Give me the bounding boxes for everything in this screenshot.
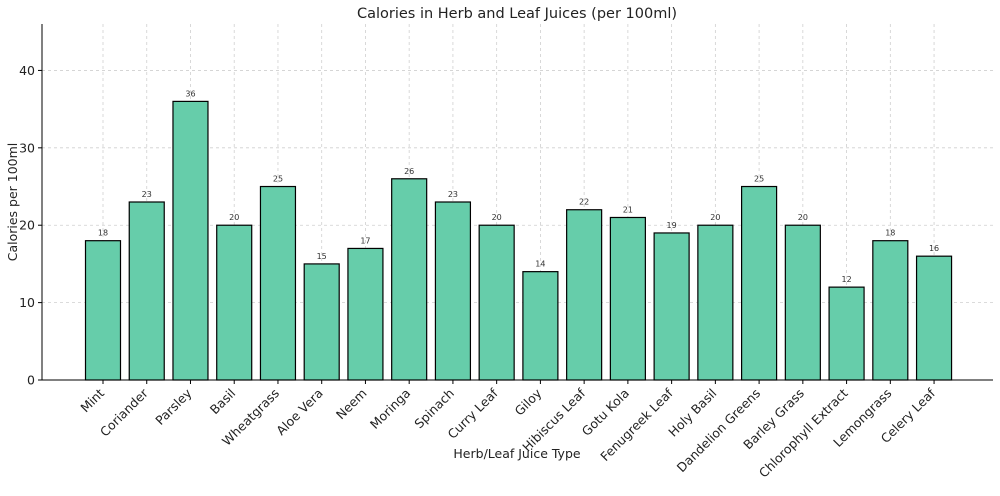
bar-value-label: 22 — [579, 198, 589, 207]
bar — [915, 255, 953, 381]
bar-value-label: 23 — [448, 190, 458, 199]
x-tick-label: Basil — [207, 386, 239, 418]
x-tick-label: Neem — [333, 386, 370, 423]
bar — [828, 286, 865, 381]
bar — [84, 240, 122, 381]
y-tick-label: 20 — [19, 218, 35, 233]
bar-layer — [84, 100, 953, 381]
x-tick-label: Mint — [77, 385, 107, 415]
bar-value-label: 18 — [98, 229, 108, 238]
bar-value-label: 19 — [667, 221, 677, 230]
y-axis-title: Calories per 100ml — [5, 143, 20, 262]
bar — [347, 247, 384, 381]
bar — [303, 263, 340, 381]
x-tick-label: Parsley — [152, 385, 195, 428]
bar-value-label: 18 — [885, 229, 895, 238]
bar — [872, 240, 909, 381]
bar — [172, 100, 209, 381]
x-tick-label: Giloy — [512, 385, 545, 418]
bar-value-label: 20 — [492, 213, 502, 222]
bar — [697, 224, 734, 381]
y-tick-label: 40 — [19, 63, 35, 78]
bar-value-label: 26 — [404, 167, 414, 176]
y-tick-label: 30 — [19, 140, 35, 155]
x-axis-title: Herb/Leaf Juice Type — [453, 446, 580, 461]
bar-value-label: 25 — [754, 175, 764, 184]
x-tick-label: Coriander — [97, 385, 152, 440]
bar — [216, 224, 253, 381]
chart-title: Calories in Herb and Leaf Juices (per 10… — [357, 6, 677, 22]
y-tick-label: 0 — [27, 373, 35, 388]
x-tick-label: Moringa — [367, 386, 413, 432]
bar — [522, 271, 559, 381]
bar-value-label: 25 — [273, 175, 283, 184]
bar — [784, 224, 821, 381]
bar — [609, 216, 646, 381]
x-tick-label: Aloe Vera — [273, 386, 326, 439]
bar — [478, 224, 515, 381]
bar-value-label: 20 — [229, 213, 239, 222]
bar-value-label: 21 — [623, 205, 633, 214]
bar-value-label: 14 — [535, 260, 545, 269]
bar — [391, 178, 428, 381]
bar-value-label: 16 — [929, 244, 939, 253]
axis-layer — [41, 24, 993, 381]
bar-value-label: 20 — [710, 213, 720, 222]
bar — [434, 201, 472, 381]
bar-value-label: 17 — [360, 236, 370, 245]
y-tick-label: 10 — [19, 295, 35, 310]
bar-value-label: 20 — [798, 213, 808, 222]
bar — [128, 201, 165, 381]
bar-value-label: 15 — [317, 252, 327, 261]
bar-value-label: 12 — [841, 275, 851, 284]
x-tick-label: Dandelion Greens — [674, 386, 764, 476]
bar — [740, 185, 778, 381]
bar — [566, 209, 603, 381]
bar-value-label: 23 — [142, 190, 152, 199]
bar — [259, 185, 297, 381]
bar-value-label: 36 — [185, 89, 195, 98]
bar — [653, 232, 690, 381]
